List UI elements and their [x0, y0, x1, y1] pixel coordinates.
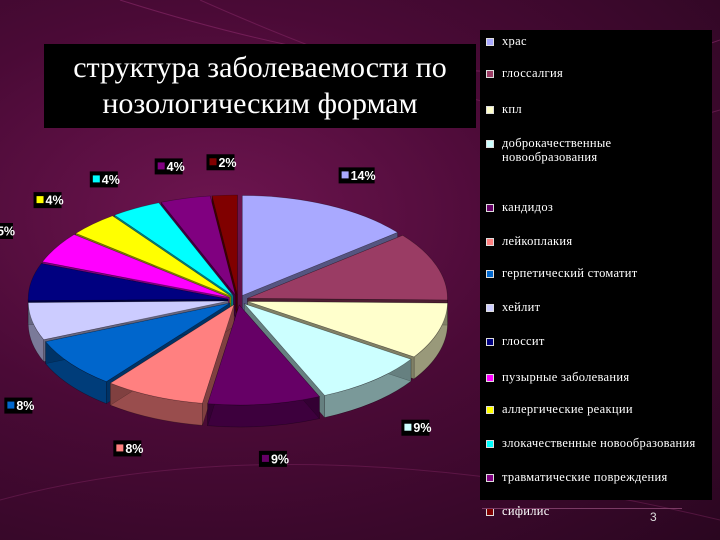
- data-label-text: 4%: [102, 173, 120, 187]
- legend-label: глоссалгия: [502, 66, 564, 80]
- pie-slice: [247, 234, 448, 301]
- legend-swatch: [486, 204, 494, 212]
- pie-slice: [41, 234, 230, 298]
- data-label-swatch: [116, 444, 124, 452]
- title-line-2: нозологическим формам: [102, 87, 418, 120]
- pie-slice: [113, 202, 234, 296]
- legend-label: кандидоз: [502, 200, 554, 214]
- data-label: 4%: [33, 192, 64, 209]
- data-label-text: 8%: [16, 399, 34, 413]
- pie-slice: [109, 303, 235, 404]
- title-line-1: структура заболеваемости по: [73, 51, 447, 84]
- data-label-box: [0, 223, 13, 239]
- data-label-text: 14%: [351, 169, 376, 183]
- legend-swatch: [486, 440, 494, 448]
- legend-swatch: [486, 106, 494, 114]
- pie-slice: [211, 194, 238, 296]
- data-label: 8%: [4, 397, 34, 414]
- data-label-swatch: [209, 158, 217, 166]
- legend-label: глоссит: [502, 334, 545, 348]
- legend-label: доброкачественные новообразования: [502, 136, 612, 164]
- footer-divider: [482, 508, 682, 509]
- legend-label: лейкоплакия: [502, 234, 573, 248]
- legend-swatch: [486, 270, 494, 278]
- pie-slice: [243, 303, 412, 396]
- pie-slice: [27, 263, 229, 302]
- page-title: структура заболеваемости по нозологическ…: [44, 44, 476, 128]
- legend-swatch: [486, 140, 494, 148]
- legend-swatch: [486, 374, 494, 382]
- pie-slice: [247, 301, 448, 358]
- legend-swatch: [486, 508, 494, 516]
- legend-label: кпл: [502, 102, 522, 116]
- data-label-swatch: [7, 401, 15, 409]
- pie-slice: [160, 195, 236, 296]
- pie-slice: [27, 300, 229, 340]
- legend-label: пузырные заболевания: [502, 370, 630, 384]
- legend-label: храс: [502, 34, 527, 48]
- pie-slice: [75, 215, 232, 297]
- data-label-swatch: [261, 454, 269, 462]
- legend-swatch: [486, 338, 494, 346]
- data-label-swatch: [36, 196, 44, 204]
- data-label: 4%: [154, 158, 185, 175]
- legend-swatch: [486, 406, 494, 414]
- data-label-text: 4%: [167, 160, 185, 174]
- pie-slice: [207, 304, 321, 406]
- legend-label: травматические повреждения: [502, 470, 668, 484]
- data-label-text: 2%: [218, 156, 236, 170]
- chart-legend: храс глоссалгия кпл доброкачественные новоо…: [480, 30, 712, 518]
- legend-label: аллергические реакции: [502, 402, 633, 416]
- data-label-text: 5%: [0, 225, 15, 239]
- page-number: 3: [650, 510, 657, 524]
- data-label: 8%: [113, 440, 143, 457]
- data-label-text: 9%: [413, 421, 431, 435]
- data-label: 5%: [0, 223, 15, 239]
- legend-swatch: [486, 304, 494, 312]
- pie-slice: [45, 302, 231, 382]
- legend-swatch: [486, 38, 494, 46]
- legend-label: герпетический стоматит: [502, 266, 638, 280]
- data-label: 4%: [89, 171, 120, 188]
- pie-tops: [27, 194, 448, 406]
- legend-label: злокачественные новообразования: [502, 436, 696, 450]
- data-label-text: 4%: [46, 194, 64, 208]
- data-label-swatch: [92, 175, 100, 183]
- legend-label: сифилис: [502, 504, 550, 518]
- data-label: 9%: [401, 419, 431, 436]
- data-label: 14%: [338, 167, 376, 184]
- data-label-swatch: [157, 162, 165, 170]
- data-label: 2%: [206, 154, 237, 171]
- legend-swatch: [486, 474, 494, 482]
- data-label-text: 8%: [125, 442, 143, 456]
- data-label-swatch: [404, 423, 412, 431]
- data-label-swatch: [341, 171, 349, 179]
- legend-swatch: [486, 70, 494, 78]
- legend-label: хейлит: [502, 300, 541, 314]
- data-label-text: 9%: [271, 452, 289, 466]
- legend-swatch: [486, 238, 494, 246]
- pie-slice: [241, 195, 399, 296]
- data-label: 9%: [258, 450, 289, 467]
